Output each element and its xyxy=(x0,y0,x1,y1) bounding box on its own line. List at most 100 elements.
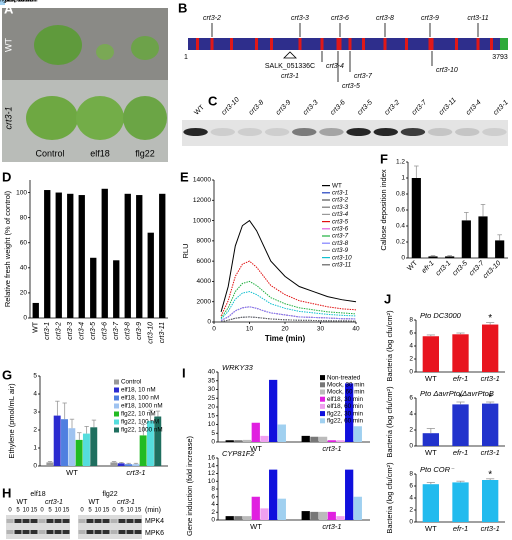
legend-symbol xyxy=(114,403,119,409)
y-tick-label: 0 xyxy=(207,319,211,326)
plant xyxy=(96,44,114,60)
y-tick-label: 6 xyxy=(409,395,413,402)
chart-title: Pto ΔavrPto/ΔavrPtoB xyxy=(420,389,494,398)
y-tick-label: 0 xyxy=(211,439,215,446)
legend-symbol xyxy=(114,379,119,385)
allele-label: crt3-3 xyxy=(291,15,309,22)
y-tick-label: 40 xyxy=(208,369,216,376)
x-tick-label: crt3-1 xyxy=(481,524,500,533)
band xyxy=(38,519,46,523)
band xyxy=(94,530,102,534)
insertion-triangle xyxy=(283,51,297,59)
bar xyxy=(251,496,260,520)
bar xyxy=(251,422,260,442)
y-tick-label: 0 xyxy=(211,517,215,524)
legend-label: elf18, 60 min xyxy=(327,403,364,410)
band xyxy=(38,530,46,534)
x-tick-label: crt3-11 xyxy=(159,322,166,343)
x-tick-label: WT xyxy=(425,374,437,383)
y-tick-label: 4 xyxy=(409,411,413,418)
treatment-label: flg22 xyxy=(102,491,117,498)
x-axis-label: Time (min) xyxy=(265,334,306,343)
bar xyxy=(482,403,499,446)
allele-label: crt3-9 xyxy=(421,15,439,22)
bar xyxy=(225,440,234,442)
x-tick-label: WT xyxy=(425,524,437,533)
allele-label: crt3-11 xyxy=(467,15,488,22)
y-axis-label: RLU xyxy=(181,243,190,258)
band xyxy=(78,519,86,523)
band xyxy=(134,530,142,534)
y-tick-label: 2 xyxy=(409,427,413,434)
exon-mark xyxy=(210,38,214,50)
chart: 0 20 40 60 80 100 D Relative fresh weight (% of… xyxy=(2,169,168,344)
plant xyxy=(131,36,159,60)
x-tick-label: 40 xyxy=(352,326,360,333)
time-label: 10 xyxy=(127,508,134,514)
legend-label: Control xyxy=(121,379,141,386)
exon-mark xyxy=(336,38,340,50)
y-tick-label: 12000 xyxy=(193,197,211,204)
legend-symbol xyxy=(114,419,119,425)
time-label: 0 xyxy=(8,508,12,514)
row-label: WT xyxy=(3,38,13,52)
x-tick-label: crt3-10 xyxy=(148,322,155,344)
bar xyxy=(234,440,243,442)
y-tick-label: 3 xyxy=(33,409,37,416)
lane-label: crt3-6 xyxy=(329,99,347,117)
legend-label: flg22, 30 min xyxy=(0,0,37,4)
y-tick-label: 6 xyxy=(409,483,413,490)
legend-label: flg22, 30 min xyxy=(327,410,364,417)
legend-symbol xyxy=(114,411,119,417)
x-tick-label: crt3-9 xyxy=(136,322,143,340)
x-tick-label: crt3-2 xyxy=(56,322,63,340)
x-tick-label: WT xyxy=(33,321,40,333)
band xyxy=(134,519,142,523)
lane-label: crt3-3 xyxy=(302,99,320,117)
plant xyxy=(34,25,82,65)
blot xyxy=(6,515,70,539)
y-tick-label: 0.6 xyxy=(396,207,405,214)
bar xyxy=(345,383,354,442)
column-label: flg22 xyxy=(135,148,155,158)
chart-title: Pto DC3000 xyxy=(420,311,462,320)
y-tick-label: 2 xyxy=(409,356,413,363)
bar xyxy=(345,469,354,520)
y-tick-label: 14000 xyxy=(193,177,211,184)
bar xyxy=(310,436,319,442)
y-tick-label: 4000 xyxy=(197,278,212,285)
band xyxy=(86,519,94,523)
time-label: 10 xyxy=(95,508,102,514)
bar xyxy=(146,421,154,466)
x-tick-label: crt3-4 xyxy=(79,322,86,340)
band xyxy=(482,128,507,136)
insertion-label: SALK_051336C xyxy=(265,63,315,70)
exon-mark xyxy=(348,38,352,50)
bar xyxy=(44,190,51,318)
legend-label: WT xyxy=(332,182,342,189)
legend-label: elf18, 30 min xyxy=(327,396,364,403)
legend-label: elf18, 30 min xyxy=(0,0,37,4)
line xyxy=(220,306,357,321)
y-tick-label: 5 xyxy=(211,430,215,437)
line xyxy=(220,291,357,320)
time-label: 5 xyxy=(48,508,52,514)
y-tick-label: 8 xyxy=(409,317,413,324)
bar xyxy=(139,435,147,466)
band xyxy=(46,519,54,523)
y-tick-label: 100 xyxy=(16,189,27,196)
line xyxy=(221,316,357,322)
lane-label: crt3-2 xyxy=(384,99,402,117)
band xyxy=(22,519,30,523)
line xyxy=(220,260,357,317)
bar xyxy=(136,195,143,318)
y-tick-label: 60 xyxy=(20,239,28,246)
y-tick-label: 0 xyxy=(409,443,413,450)
legend-symbol xyxy=(320,375,325,381)
genotype-label: WT xyxy=(89,499,101,506)
chart: 0 2 4 6 8 Bacteria (log cfu/cm²) Pto COR⁻ WT efr… xyxy=(385,462,505,534)
legend-label: crt3-7 xyxy=(332,233,349,240)
bar xyxy=(260,435,269,442)
